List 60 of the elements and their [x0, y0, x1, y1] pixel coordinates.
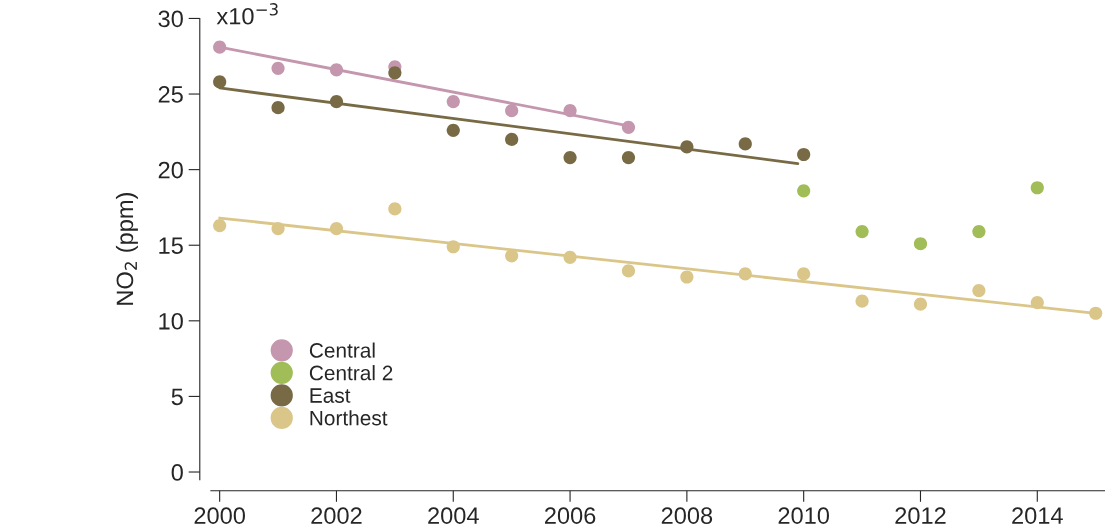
point	[797, 147, 811, 162]
point	[505, 104, 519, 118]
point	[446, 240, 460, 254]
point	[388, 66, 402, 80]
point	[563, 150, 577, 165]
x-tick-label: 2014	[1012, 507, 1063, 524]
y-tick-label: 10	[159, 312, 183, 330]
point	[621, 264, 636, 278]
x-tick-label: 2000	[194, 507, 245, 524]
x-tick-label: 2012	[895, 507, 946, 524]
point	[505, 249, 519, 263]
y-tick-label: 5	[171, 388, 183, 406]
point	[213, 75, 227, 89]
y-tick-label: 25	[158, 86, 183, 103]
point	[972, 225, 986, 239]
y-tick-label: 0	[171, 464, 183, 481]
point	[797, 184, 811, 198]
point	[271, 222, 285, 236]
point	[213, 40, 227, 54]
point	[1030, 296, 1044, 310]
point	[563, 104, 577, 118]
point	[797, 267, 811, 281]
point	[329, 63, 344, 77]
legend-label: Central 2	[309, 365, 393, 381]
point	[1089, 306, 1103, 320]
y-axis-title: NO$_{2}$ (ppm)	[115, 193, 138, 305]
x-tick-label: 2004	[428, 507, 479, 524]
point	[855, 294, 869, 308]
legend-label: Northest	[310, 410, 388, 426]
point	[1030, 181, 1044, 195]
point	[271, 61, 285, 75]
point	[621, 120, 636, 134]
point	[213, 218, 227, 233]
point	[329, 222, 344, 236]
annotation: x10$^{−3}$	[216, 3, 278, 25]
x-tick-label: 2010	[778, 507, 830, 524]
point	[855, 225, 869, 239]
x-tick-label: 2006	[545, 507, 596, 524]
point	[738, 267, 752, 281]
point	[446, 95, 460, 109]
point	[680, 140, 694, 154]
point	[972, 284, 986, 298]
y-tick-label: 30	[158, 10, 183, 28]
y-tick-label: 15	[159, 237, 183, 255]
x-tick-label: 2008	[661, 507, 713, 524]
point	[738, 137, 752, 151]
point	[446, 123, 460, 137]
point	[388, 202, 402, 216]
point	[271, 101, 285, 115]
point	[913, 297, 928, 311]
point	[621, 150, 636, 165]
legend-label: Central	[309, 342, 375, 358]
y-tick-label: 20	[158, 161, 183, 179]
legend-label: East	[310, 388, 351, 403]
point	[680, 270, 694, 284]
point	[913, 237, 928, 251]
point	[563, 250, 577, 264]
point	[329, 95, 344, 109]
point	[505, 132, 519, 146]
x-tick-label: 2002	[311, 507, 362, 524]
